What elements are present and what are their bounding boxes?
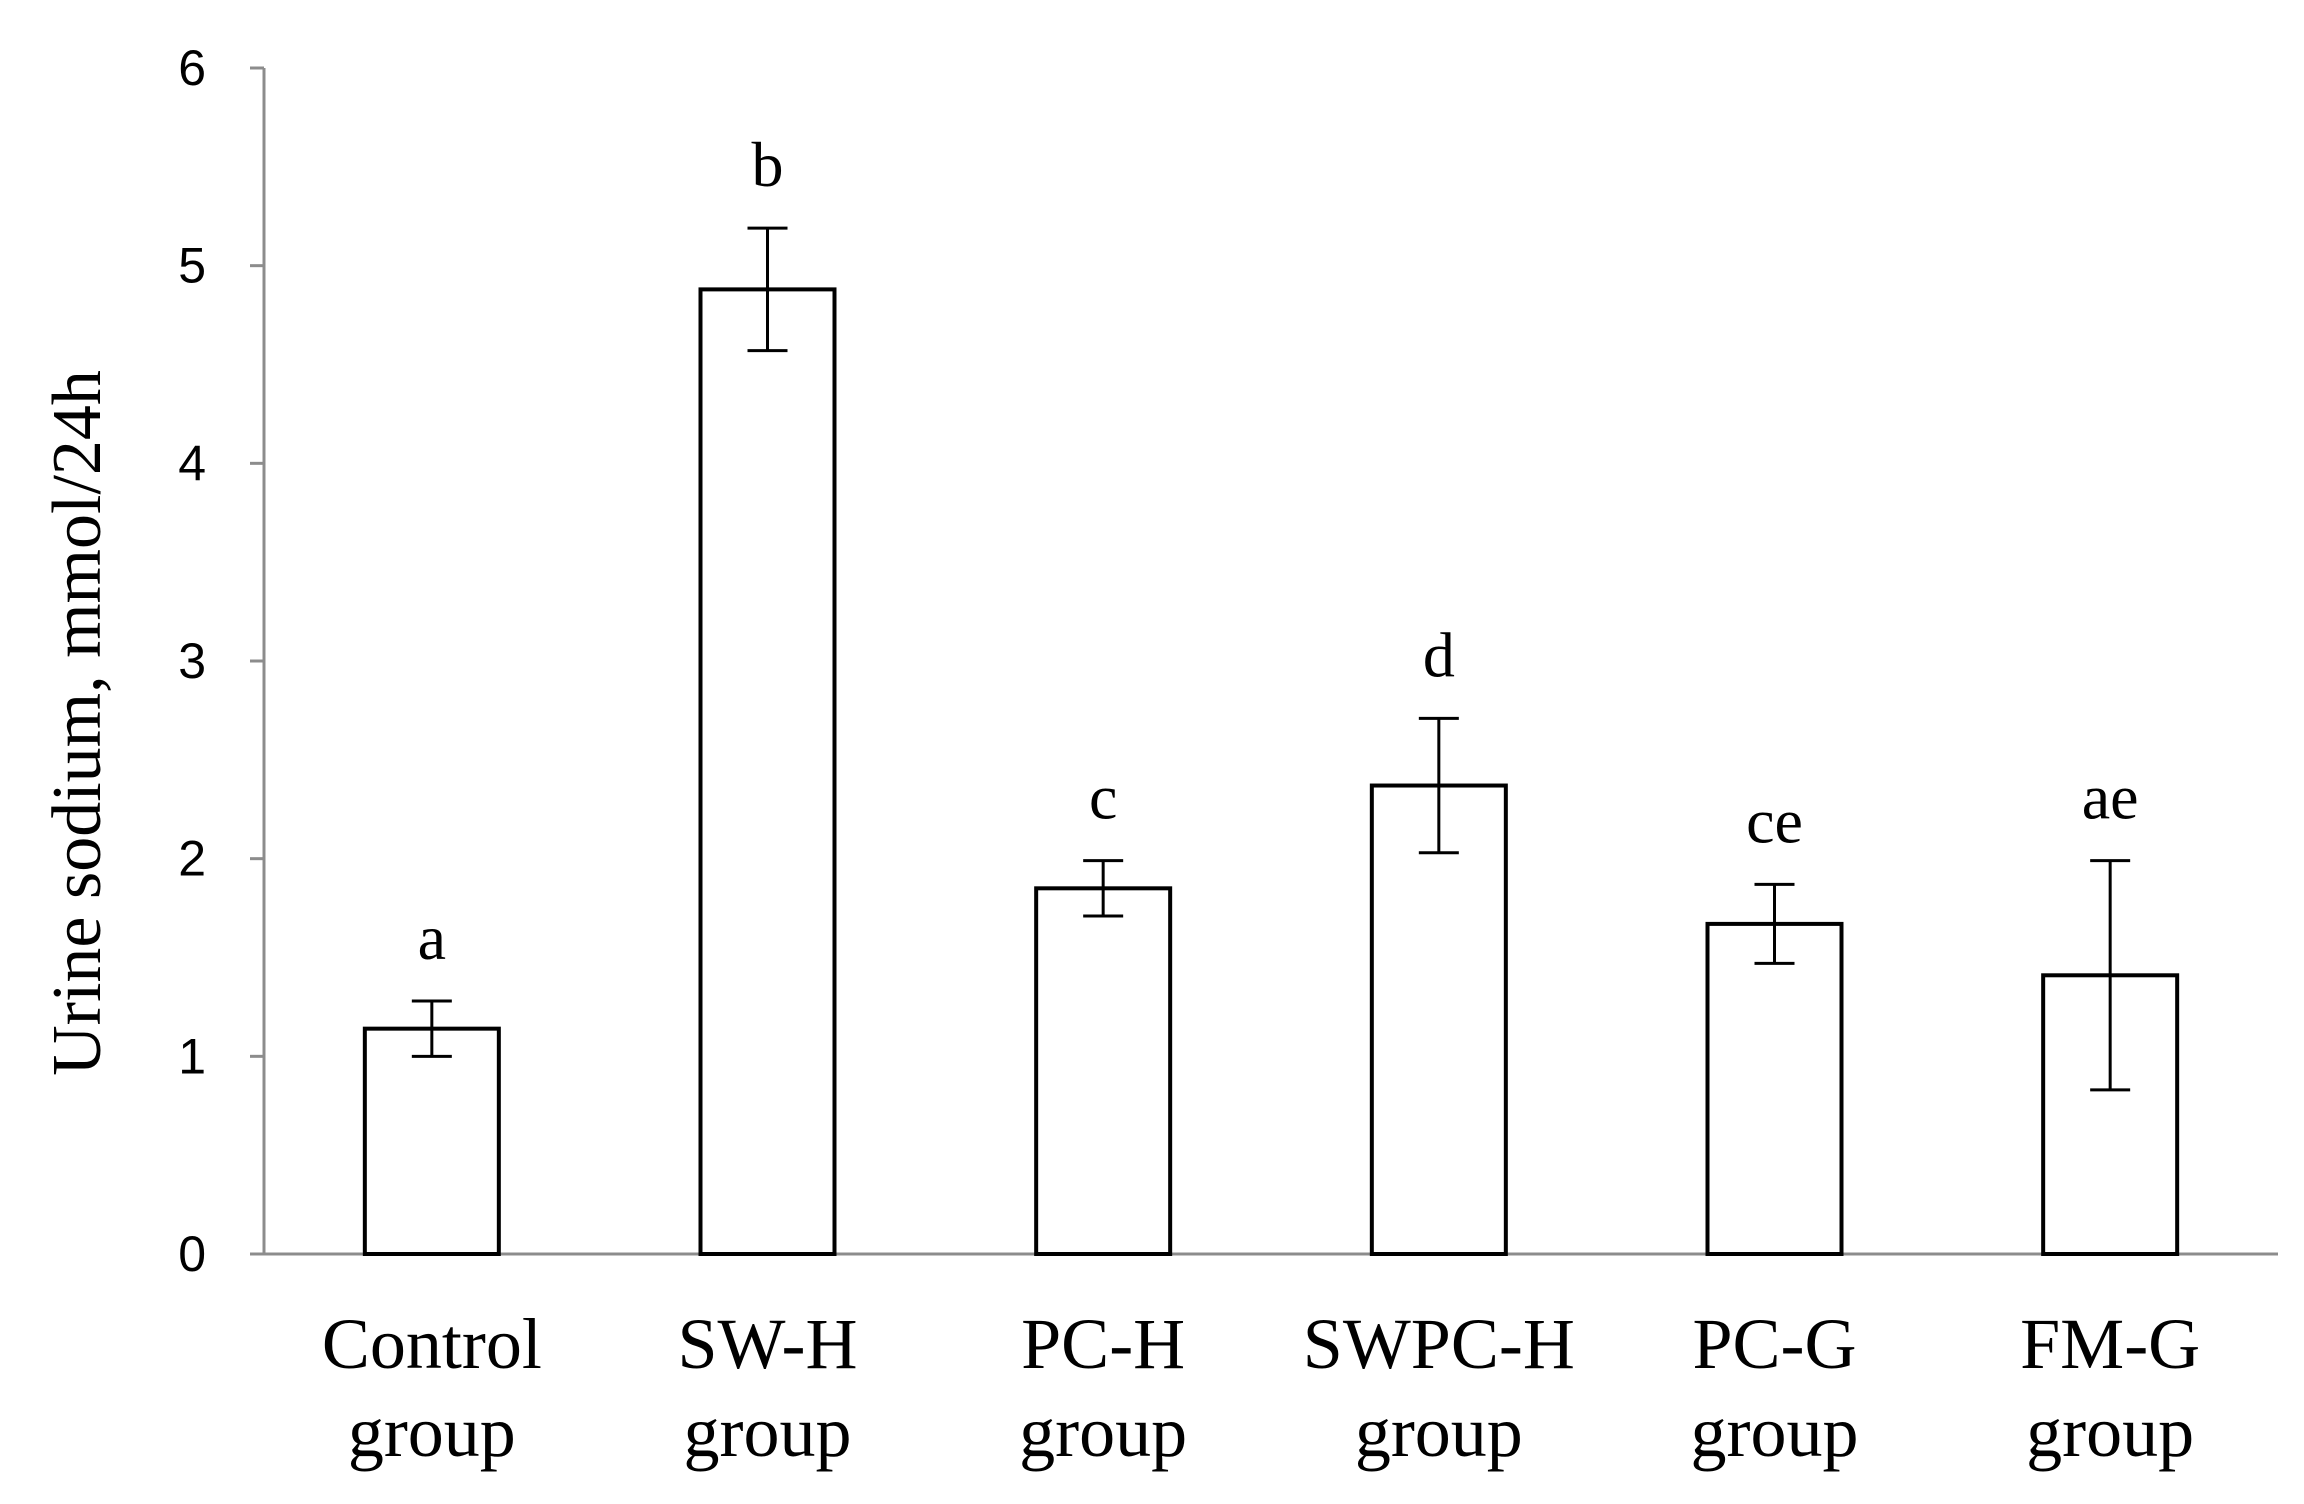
x-category-label-line2: group — [2026, 1392, 2194, 1472]
bar — [698, 287, 837, 1256]
x-category-label-line2: group — [1691, 1392, 1859, 1472]
y-tick-label: 4 — [178, 435, 206, 491]
bar — [1034, 886, 1173, 1256]
x-category-label-line2: group — [1355, 1392, 1523, 1472]
error-bar — [2090, 859, 2131, 1092]
y-tick-label: 0 — [178, 1226, 206, 1282]
x-category-label: PC-H — [1021, 1304, 1185, 1384]
bar — [1369, 783, 1508, 1257]
x-category-label: SWPC-H — [1303, 1304, 1575, 1384]
error-bars-layer — [411, 226, 2131, 1092]
significance-letter: c — [1089, 762, 1117, 833]
x-category-label-line2: group — [684, 1392, 852, 1472]
axes-layer: 0 1 2 3 4 5 6 — [178, 40, 2278, 1282]
significance-letter: a — [418, 902, 446, 973]
bars-layer — [362, 287, 2180, 1257]
error-bar — [411, 999, 452, 1058]
y-tick-label: 5 — [178, 238, 206, 294]
x-category-label: Control — [322, 1304, 542, 1384]
x-category-label-line2: group — [1019, 1392, 1187, 1472]
error-bar — [1754, 882, 1795, 965]
x-category-label-line2: group — [348, 1392, 516, 1472]
error-bar — [747, 226, 788, 353]
significance-letter: b — [752, 129, 784, 200]
x-category-label: FM-G — [2020, 1304, 2200, 1384]
bar — [1705, 921, 1844, 1256]
significance-letter: ae — [2082, 762, 2139, 833]
y-tick-label: 6 — [178, 40, 206, 96]
y-axis-label: Urine sodium, mmol/24h — [39, 370, 116, 1076]
labels-layer: aControlgroupbSW-HgroupcPC-HgroupdSWPC-H… — [322, 129, 2200, 1472]
y-tick-label: 3 — [178, 633, 206, 689]
x-category-label: SW-H — [678, 1304, 858, 1384]
y-tick-label: 1 — [178, 1028, 206, 1084]
y-tick-label: 2 — [178, 831, 206, 887]
bar — [362, 1026, 501, 1257]
error-bar — [1418, 716, 1459, 855]
significance-letter: ce — [1746, 785, 1803, 856]
x-category-label: PC-G — [1692, 1304, 1856, 1384]
significance-letter: d — [1423, 619, 1455, 690]
error-bar — [1083, 859, 1124, 918]
